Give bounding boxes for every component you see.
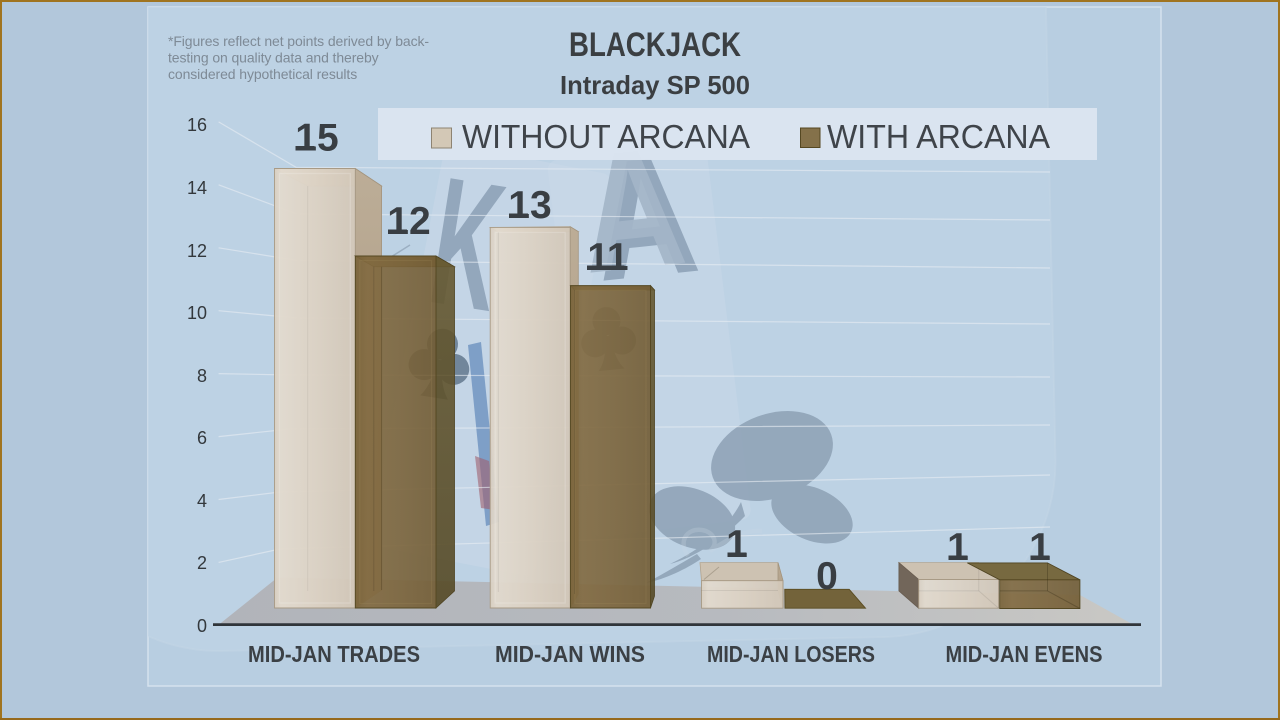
- svg-text:Intraday SP 500: Intraday SP 500: [560, 70, 750, 100]
- svg-text:6: 6: [197, 428, 207, 448]
- svg-text:4: 4: [197, 491, 207, 511]
- svg-text:0: 0: [197, 616, 207, 636]
- svg-text:14: 14: [187, 178, 207, 198]
- svg-text:8: 8: [197, 366, 207, 386]
- svg-text:*Figures reflect net points d: *Figures reflect net points derived by b…: [168, 33, 429, 49]
- svg-text:12: 12: [187, 241, 207, 261]
- svg-text:11: 11: [587, 236, 628, 279]
- svg-text:WITHOUT ARCANA: WITHOUT ARCANA: [462, 118, 750, 155]
- svg-text:15: 15: [295, 117, 338, 160]
- svg-text:1: 1: [1029, 526, 1051, 569]
- svg-text:MID-JAN LOSERS: MID-JAN LOSERS: [707, 641, 875, 667]
- svg-text:10: 10: [187, 303, 207, 323]
- svg-text:1: 1: [726, 523, 748, 566]
- svg-text:12: 12: [387, 200, 430, 243]
- svg-text:13: 13: [508, 184, 551, 227]
- svg-text:MID-JAN TRADES: MID-JAN TRADES: [248, 641, 420, 667]
- svg-text:BLACKJACK: BLACKJACK: [569, 26, 741, 64]
- svg-text:testing on quality data and th: testing on quality data and thereby: [168, 50, 379, 66]
- svg-text:MID-JAN WINS: MID-JAN WINS: [495, 641, 645, 667]
- svg-text:MID-JAN EVENS: MID-JAN EVENS: [946, 641, 1103, 667]
- svg-text:considered hypothetical result: considered hypothetical results: [168, 66, 357, 82]
- svg-text:16: 16: [187, 115, 207, 135]
- svg-text:WITH ARCANA: WITH ARCANA: [827, 118, 1050, 155]
- svg-text:0: 0: [816, 555, 838, 598]
- svg-text:1: 1: [947, 526, 969, 569]
- svg-text:2: 2: [197, 553, 207, 573]
